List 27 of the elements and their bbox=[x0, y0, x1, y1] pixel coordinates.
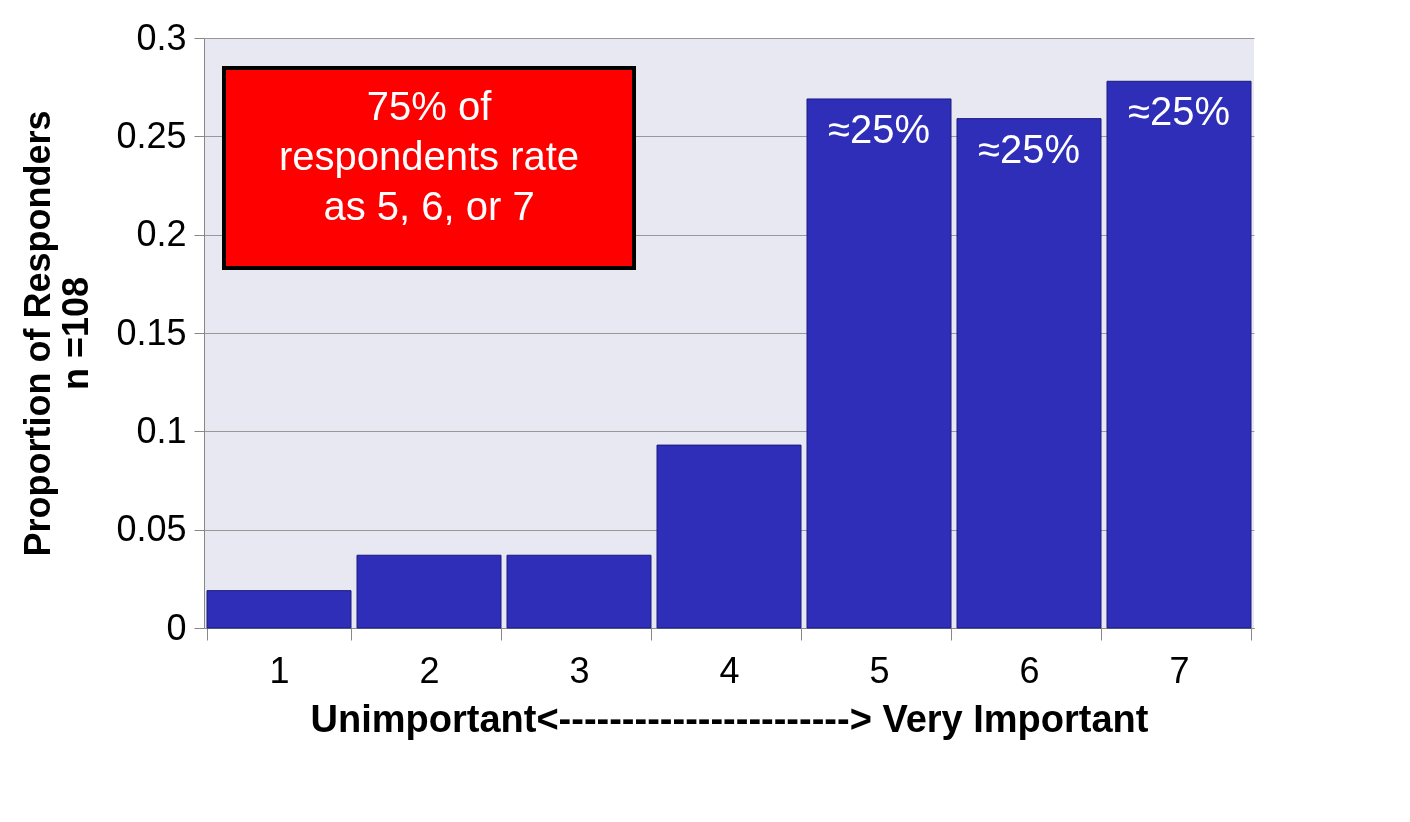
y-tick-label: 0.25 bbox=[116, 114, 187, 156]
x-tick-label: 4 bbox=[719, 649, 740, 691]
annotation: ≈25% bbox=[827, 106, 931, 151]
y-tick-label: 0 bbox=[166, 606, 187, 648]
bar bbox=[506, 554, 652, 629]
y-tick-label: 0.05 bbox=[116, 508, 187, 550]
x-tick-label: 1 bbox=[269, 649, 290, 691]
y-tick-label: 0.2 bbox=[136, 213, 187, 255]
bar bbox=[1106, 80, 1252, 629]
bar bbox=[656, 444, 802, 629]
x-tick-label: 2 bbox=[419, 649, 440, 691]
y-tick-label: 0.15 bbox=[116, 311, 187, 353]
bar bbox=[356, 554, 502, 629]
bar bbox=[206, 590, 352, 629]
bar bbox=[806, 98, 952, 629]
annotation: ≈25% bbox=[1127, 89, 1231, 134]
x-tick-label: 7 bbox=[1169, 649, 1190, 691]
x-tick-label: 3 bbox=[569, 649, 590, 691]
x-tick-label: 6 bbox=[1019, 649, 1040, 691]
annotation: 75% of respondents rate as 5, 6, or 7 bbox=[278, 84, 580, 228]
y-tick-label: 0.1 bbox=[136, 409, 187, 451]
y-tick-label: 0.3 bbox=[136, 16, 187, 58]
x-tick-label: 5 bbox=[869, 649, 890, 691]
y-axis-title: Proportion of Responders n =108 bbox=[17, 110, 97, 557]
x-axis-title: Unimportant<-----------------------> Very Important bbox=[310, 697, 1149, 740]
bar bbox=[956, 118, 1102, 629]
annotation: ≈25% bbox=[977, 126, 1081, 171]
